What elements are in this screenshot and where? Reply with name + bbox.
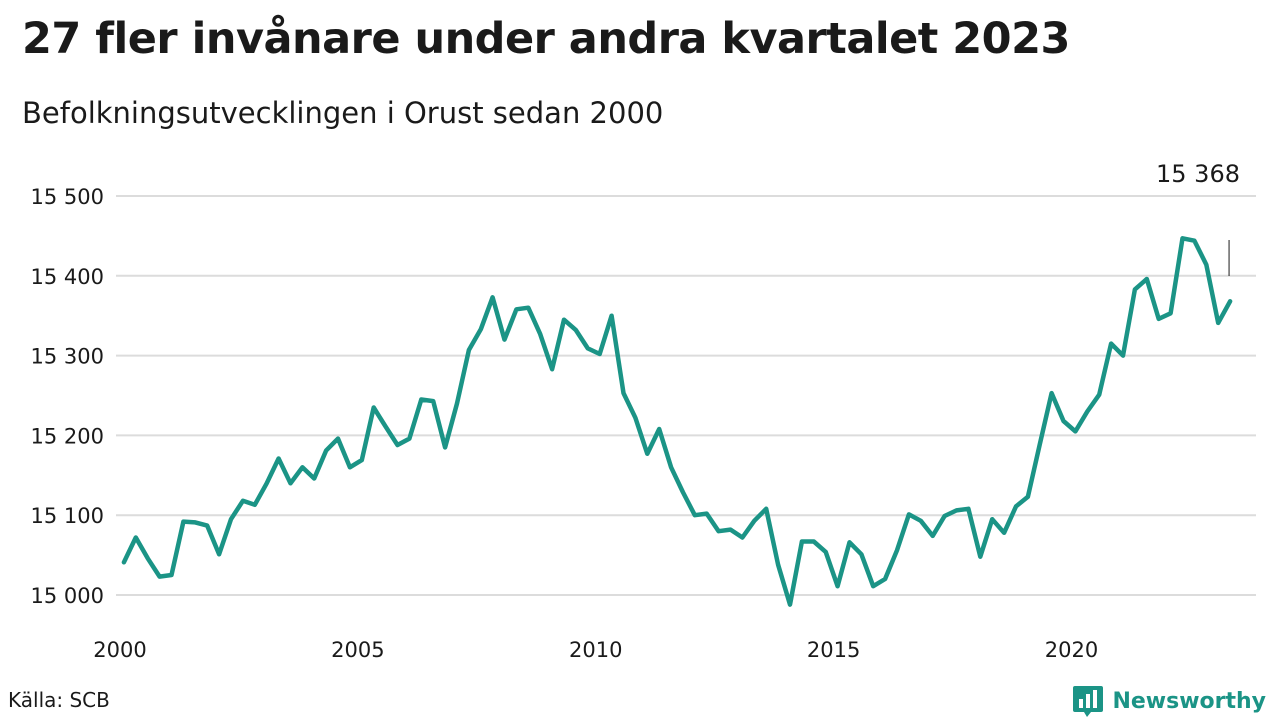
y-tick-label: 15 400: [31, 265, 104, 289]
y-tick-label: 15 100: [31, 504, 104, 528]
brand-name: Newsworthy: [1112, 688, 1266, 714]
chart-subtitle: Befolkningsutvecklingen i Orust sedan 20…: [22, 96, 664, 130]
annotation-layer: 15 368: [1156, 160, 1240, 276]
y-axis-ticks: 15 000 15 100 15 200 15 300 15 400 15 500: [31, 185, 104, 608]
gridlines: [116, 195, 1256, 596]
line-chart: 15 000 15 100 15 200 15 300 15 400 15 500 200…: [31, 160, 1256, 662]
x-tick-label: 2005: [331, 638, 384, 662]
brand-logo[interactable]: Newsworthy: [1072, 684, 1266, 718]
source-note: Källa: SCB: [8, 688, 110, 712]
y-tick-label: 15 300: [31, 345, 104, 369]
y-tick-label: 15 000: [31, 584, 104, 608]
bar-chart-logo-icon: [1073, 686, 1104, 717]
annotation-label: 15 368: [1156, 160, 1240, 188]
x-tick-label: 2000: [93, 638, 146, 662]
y-tick-label: 15 500: [31, 185, 104, 209]
x-tick-label: 2010: [569, 638, 622, 662]
series-line: [121, 236, 1233, 607]
y-tick-label: 15 200: [31, 424, 104, 448]
x-tick-label: 2020: [1045, 638, 1098, 662]
x-axis-ticks: 2000 2005 2010 2015 2020: [93, 638, 1098, 662]
x-tick-label: 2015: [807, 638, 860, 662]
series-layer: [121, 236, 1233, 607]
chart-title: 27 fler invånare under andra kvartalet 2…: [22, 14, 1070, 64]
